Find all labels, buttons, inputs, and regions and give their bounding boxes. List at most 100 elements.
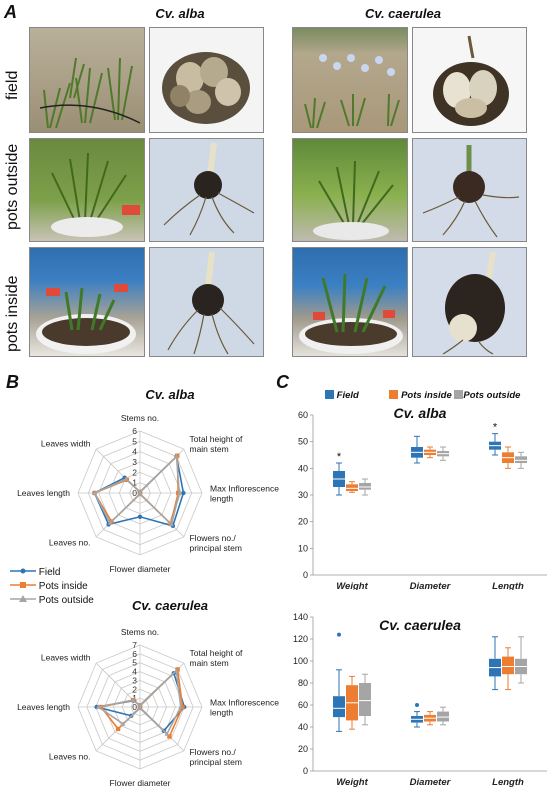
radar-point-pots-inside [167,734,172,739]
radar-tick-label: 6 [132,649,137,659]
bulb-illustration [433,35,509,126]
legend-item-field: Field [10,566,94,580]
radar-tick-label: 4 [132,447,137,457]
legend-swatch-pots-inside [389,390,399,399]
radar-axis-label-leaves-no: Leaves no. [49,537,91,547]
y-tick-label: 0 [303,570,308,580]
radar-tick-label: 3 [132,457,137,467]
y-tick-label: 40 [298,463,308,473]
radar-series-line-field [96,671,186,732]
radar-axis-label-leaves-length: Leaves length [17,702,70,712]
radar-point-field [181,490,186,496]
photo-alba-bulb-field [149,27,264,133]
x-category-label-weight: Weight [336,581,368,590]
photo-alba-bulb-pots-outside [149,138,264,242]
legend-label-pots-inside: Pots inside [401,390,452,401]
x-category-label-diameter: Diameter [410,777,452,788]
legend-label-pots-outside: Pots outside [463,390,521,401]
radar-point-pots-outside [107,520,113,525]
radar-point-pots-outside [137,702,143,708]
y-tick-label: 50 [298,437,308,447]
radar-tick-label: 2 [132,684,137,694]
radar-point-pots-outside [137,705,143,710]
bulb-roots-illustration [422,145,520,238]
box-caerulea-title: Cv. caerulea [379,617,461,633]
radar-axis-label-flower-diameter: Flower diameter [110,778,171,788]
y-tick-label: 0 [303,766,308,776]
radar-axis-label-flowers-no-principal-stem: Flowers no./principal stem [189,533,241,553]
radar-point-pots-inside [180,704,185,710]
radar-point-pots-outside [95,704,101,709]
radar-axis-label-flowers-no-principal-stem: Flowers no./principal stem [189,747,241,767]
radar-tick-label: 7 [132,640,137,650]
radar-caerulea-title: Cv. caerulea [132,598,208,613]
bulb-cluster-illustration [162,52,250,124]
y-tick-label: 10 [298,543,308,553]
radar-axis-label-max-inflorescence-length: Max Inflorescence length [210,484,279,504]
y-tick-label: 30 [298,490,308,500]
box-outlier [415,703,419,707]
legend-item-pots-inside: Pots inside [10,580,94,594]
legend-label-pots-outside: Pots outside [38,595,94,606]
radar-point-pots-outside [92,490,97,495]
radar-point-pots-outside [123,476,129,481]
legend-field-marker [10,568,36,574]
radar-point-pots-outside [137,491,143,496]
x-category-label-length: Length [492,581,524,590]
box-pots-outside-diameter [437,711,449,722]
box-pots-inside-weight [346,484,358,491]
row-label-pots-inside: pots inside [4,275,21,353]
y-tick-label: 20 [298,744,308,754]
row-label-field: field [4,70,21,100]
radar-axis-label-leaves-width: Leaves width [41,439,91,449]
radar-axis-label-max-inflorescence-length: Max Inflorescence length [210,698,279,718]
box-outlier [337,632,341,637]
bulb-illustration [442,251,505,355]
x-category-label-length: Length [492,777,524,788]
radar-alba-title: Cv. alba [145,387,195,402]
y-tick-label: 120 [293,634,308,644]
radar-legend: Field Pots inside Pots outside [10,566,94,608]
radar-tick-label: 4 [132,667,137,677]
significance-star: * [493,422,498,434]
radar-point-pots-outside [169,521,174,527]
radar-point-pots-outside [174,453,179,459]
legend-label-field: Field [38,567,61,578]
significance-star: * [337,451,342,463]
radar-point-field [137,514,143,519]
radar-axis-label-leaves-width: Leaves width [41,653,91,663]
photo-caerulea-pots-outside [292,138,408,242]
radar-axis-label-total-height-of-main-stem: Total height of main stem [189,434,243,454]
photo-caerulea-pots-inside [292,247,408,357]
legend-label-field: Field [336,390,359,401]
radar-point-pots-outside [178,704,184,709]
legend-item-pots-outside: Pots outside [454,390,520,401]
radar-axis-label-stems-no: Stems no. [121,413,159,423]
y-tick-label: 40 [298,722,308,732]
x-category-label-weight: Weight [336,777,368,788]
panel-a-cv-alba-title: Cv. alba [155,6,205,21]
legend-swatch-pots-outside [454,390,464,399]
radar-tick-label: 0 [132,488,137,498]
legend-item-pots-outside: Pots outside [10,594,94,608]
radar-axis-label-total-height-of-main-stem: Total height of main stem [189,648,243,668]
legend-item-field: Field [325,390,359,401]
plant-rows-illustration [39,57,141,129]
photo-alba-pots-inside [29,247,145,357]
panel-b-letter: B [6,372,19,392]
y-tick-label: 20 [298,517,308,527]
box-pots-outside-length [515,456,527,463]
radar-axis-label-leaves-length: Leaves length [17,488,70,498]
y-tick-label: 140 [293,612,308,622]
box-pots-outside-weight [359,683,371,716]
radar-point-pots-outside [120,721,126,726]
radar-tick-label: 5 [132,436,137,446]
y-tick-label: 80 [298,678,308,688]
bulb-roots-illustration [167,251,255,355]
photo-caerulea-bulb-field [412,27,527,133]
radar-point-pots-inside [115,726,121,732]
legend-item-pots-inside: Pots inside [389,390,452,401]
legend-swatch-field [325,390,334,399]
radar-point-pots-outside [164,731,170,736]
